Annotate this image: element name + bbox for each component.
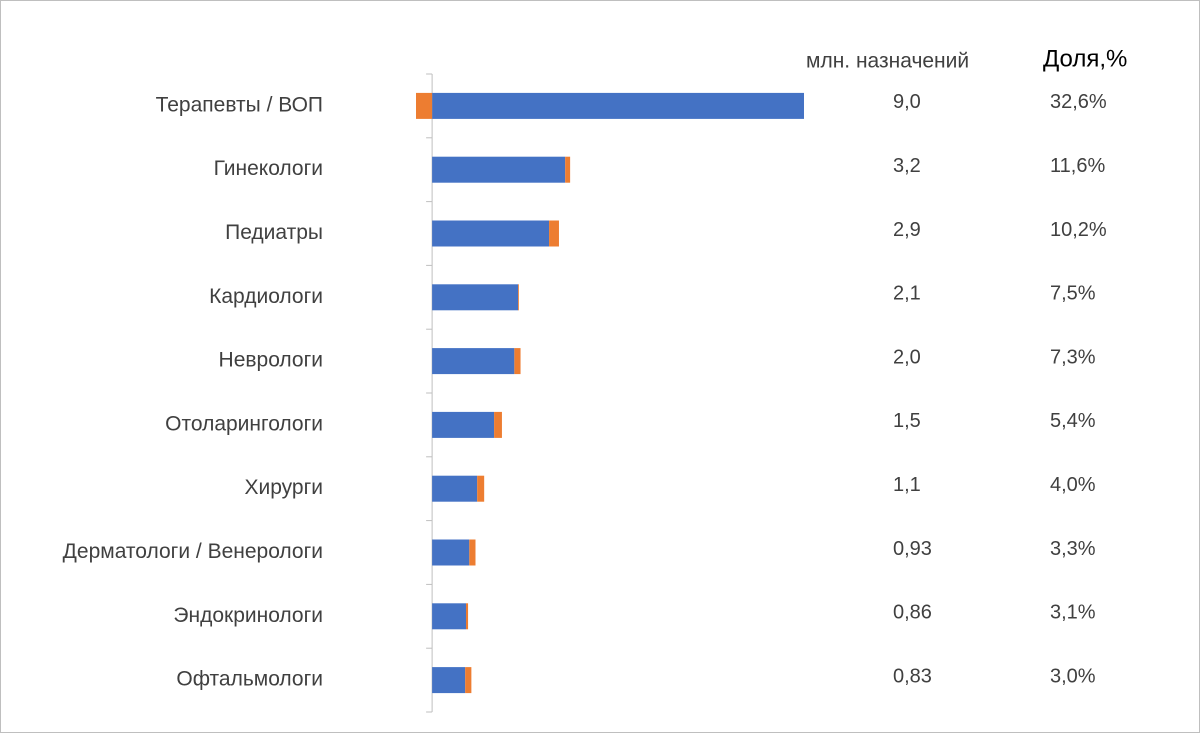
share-value: 11,6% (1050, 155, 1105, 177)
category-label: Кардиологи (209, 285, 323, 308)
category-label: Неврологи (219, 349, 323, 372)
share-value: 7,3% (1050, 346, 1096, 368)
bar-segment (477, 475, 485, 502)
category-label: Педиатры (225, 221, 323, 244)
column-header: Доля,% (1043, 45, 1127, 72)
bar-segment (432, 667, 466, 694)
bar-segment (549, 220, 559, 247)
bar-segment (518, 284, 519, 311)
bar-segment (432, 603, 466, 630)
share-value: 32,6% (1050, 91, 1107, 113)
share-value: 3,3% (1050, 538, 1096, 560)
bar-segment (465, 603, 469, 630)
bar-segment (494, 411, 502, 438)
category-label: Хирурги (244, 476, 323, 499)
category-label: Гинекологи (214, 157, 323, 180)
bar-segment (465, 667, 472, 694)
bar-segment (432, 220, 550, 247)
share-value: 3,1% (1050, 602, 1096, 624)
count-value: 1,5 (893, 410, 921, 432)
share-value: 3,0% (1050, 665, 1096, 687)
share-value: 4,0% (1050, 474, 1096, 496)
count-value: 2,1 (893, 283, 921, 305)
column-header: млн. назначений (806, 50, 969, 73)
count-value: 2,9 (893, 219, 921, 241)
count-value: 0,86 (893, 602, 932, 624)
category-label: Офтальмологи (176, 668, 323, 691)
count-value: 1,1 (893, 474, 921, 496)
count-value: 9,0 (893, 91, 921, 113)
bar-segment (432, 475, 478, 502)
bar-segment (432, 411, 495, 438)
bar-segment (432, 92, 804, 119)
share-value: 10,2% (1050, 219, 1107, 241)
category-label: Дерматологи / Венерологи (63, 540, 323, 563)
count-value: 2,0 (893, 346, 921, 368)
category-label: Терапевты / ВОП (156, 93, 323, 116)
bar-segment (416, 92, 433, 119)
bar-segment (432, 348, 515, 375)
bar-segment (432, 539, 470, 566)
share-value: 5,4% (1050, 410, 1096, 432)
category-label: Отоларингологи (165, 412, 323, 435)
count-value: 0,83 (893, 665, 932, 687)
bar-segment (565, 156, 571, 183)
bar-segment (469, 539, 476, 566)
count-value: 3,2 (893, 155, 921, 177)
bar-segment (432, 156, 566, 183)
category-label: Эндокринологи (173, 604, 323, 627)
count-value: 0,93 (893, 538, 932, 560)
share-value: 7,5% (1050, 283, 1096, 305)
bar-segment (514, 348, 521, 375)
bar-segment (432, 284, 519, 311)
